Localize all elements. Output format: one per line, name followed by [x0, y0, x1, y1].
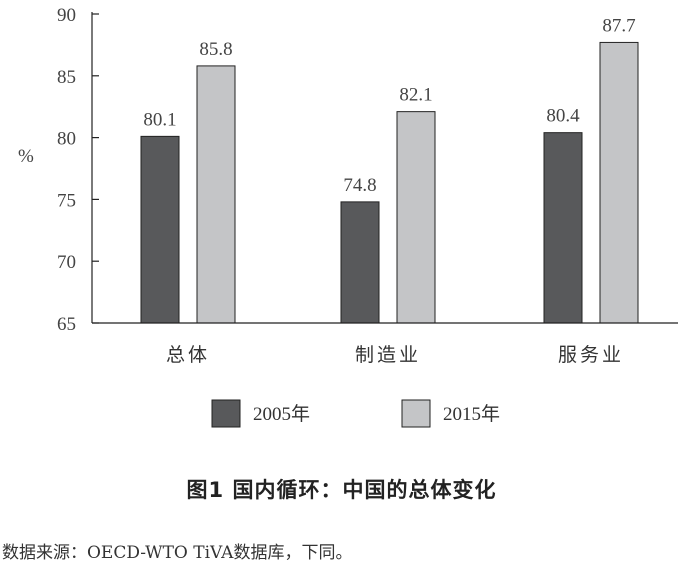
- legend-swatch: [401, 399, 431, 428]
- data-label: 74.8: [343, 175, 376, 196]
- y-tick-label: 65: [57, 314, 76, 335]
- category-label: 制造业: [355, 344, 421, 366]
- bars-group: [140, 41, 639, 324]
- legend-label: 2005年: [253, 403, 310, 425]
- y-tick-label: 70: [57, 252, 76, 273]
- data-label: 85.8: [199, 39, 232, 60]
- legend-label: 2015年: [443, 403, 500, 425]
- bar-2005: [543, 132, 583, 324]
- legend-swatch: [211, 399, 241, 428]
- y-tick-label: 85: [57, 67, 76, 88]
- category-labels-group: 总体 制造业 服务业: [166, 344, 624, 366]
- bar-2005: [140, 135, 180, 324]
- bar-2005: [340, 201, 380, 324]
- bar-2015: [196, 65, 236, 324]
- figure-caption: 图1 国内循环：中国的总体变化: [186, 478, 497, 502]
- y-tick-label: 80: [57, 129, 76, 150]
- data-labels-group: 80.1 74.8 80.4 85.8 82.1 87.7: [143, 15, 635, 195]
- bar-2015: [396, 111, 436, 324]
- bar-2015: [599, 41, 639, 324]
- category-label: 服务业: [558, 344, 624, 366]
- data-label: 82.1: [399, 85, 432, 106]
- data-label: 80.4: [546, 106, 580, 127]
- y-axis-label: %: [18, 146, 34, 167]
- data-label: 87.7: [602, 15, 635, 36]
- category-label: 总体: [166, 344, 210, 366]
- data-label: 80.1: [143, 109, 176, 130]
- legend: 2005年 2015年: [211, 399, 500, 428]
- data-source-note: 数据来源：OECD-WTO TiVA数据库，下同。: [2, 543, 353, 563]
- y-axis-ticks: 65 70 75 80 85 90: [57, 5, 99, 335]
- y-tick-label: 90: [57, 5, 76, 26]
- y-tick-label: 75: [57, 190, 76, 211]
